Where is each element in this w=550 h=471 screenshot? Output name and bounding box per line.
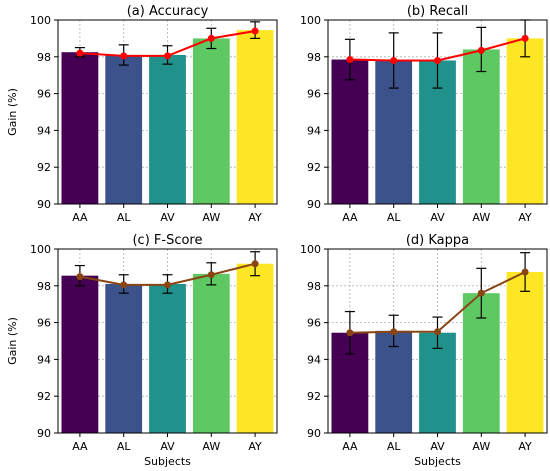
x-tick-label: AY [248, 211, 262, 224]
x-tick-label: AA [342, 211, 358, 224]
y-tick-label: 96 [37, 317, 51, 330]
y-tick-label: 96 [37, 88, 51, 101]
bar-ay [506, 272, 544, 433]
x-tick-label: AL [117, 211, 132, 224]
y-tick-label: 92 [37, 161, 51, 174]
chart-panel-4: 90 92 94 96 98 100 AA AL AV AW AY (d) Kappa Subjects [300, 233, 548, 468]
trend-point [477, 46, 485, 54]
chart-title: (d) Kappa [406, 233, 469, 248]
y-tick-label: 92 [307, 390, 321, 403]
chart-title: (c) F-Score [132, 233, 202, 248]
bar-aw [192, 273, 230, 433]
y-tick-label: 98 [307, 51, 321, 64]
trend-point [390, 56, 398, 64]
y-axis-label: Gain (%) [6, 317, 19, 365]
bar-al [105, 54, 143, 205]
bar-aa [61, 275, 99, 433]
bar-av [149, 283, 186, 433]
bar-al [375, 330, 413, 433]
x-tick-label: AV [160, 211, 175, 224]
trend-point [164, 52, 171, 60]
bar-aw [462, 49, 500, 204]
trend-point [120, 52, 128, 60]
x-tick-label: AA [342, 440, 358, 453]
y-tick-label: 92 [37, 390, 51, 403]
x-tick-label: AL [117, 440, 132, 453]
x-tick-label: AY [518, 440, 532, 453]
chart-title: (a) Accuracy [127, 4, 209, 19]
y-tick-label: 96 [307, 88, 321, 101]
y-tick-label: 98 [37, 51, 51, 64]
y-tick-label: 94 [37, 124, 51, 137]
trend-point [76, 49, 84, 57]
x-tick-label: AA [72, 440, 88, 453]
trend-point [346, 329, 354, 337]
trend-point [251, 27, 259, 35]
trend-point [76, 273, 84, 281]
trend-point [346, 56, 354, 64]
bar-aa [331, 59, 369, 205]
trend-point [521, 34, 529, 42]
x-tick-label: AV [160, 440, 175, 453]
x-tick-label: AL [387, 211, 402, 224]
bar-ay [236, 30, 274, 205]
x-tick-label: AY [518, 211, 532, 224]
y-tick-label: 90 [307, 427, 321, 440]
chart-panel-3: 90 92 94 96 98 100 AA AL AV AW AY (c) F-Score Gain (… [6, 233, 278, 468]
y-tick-label: 100 [30, 14, 51, 27]
y-tick-label: 98 [307, 280, 321, 293]
trend-point [434, 328, 441, 336]
y-tick-label: 100 [30, 243, 51, 256]
x-tick-label: AY [248, 440, 262, 453]
y-tick-label: 94 [307, 353, 321, 366]
y-tick-label: 98 [37, 280, 51, 293]
x-tick-label: AW [472, 440, 490, 453]
x-axis-label: Subjects [414, 455, 461, 468]
y-tick-label: 100 [300, 14, 321, 27]
x-axis-label: Subjects [144, 455, 191, 468]
bar-av [149, 54, 186, 205]
y-tick-label: 96 [307, 317, 321, 330]
trend-point [521, 268, 529, 276]
trend-point [434, 56, 441, 64]
bar-ay [506, 38, 544, 205]
trend-point [164, 281, 171, 289]
chart-title: (b) Recall [407, 4, 468, 19]
x-tick-label: AW [202, 440, 220, 453]
bar-al [105, 283, 143, 433]
chart-panel-2: 90 92 94 96 98 100 AA AL AV AW AY (b) Recall [300, 4, 548, 224]
trend-point [207, 34, 215, 42]
bar-aw [192, 38, 230, 205]
y-tick-label: 90 [307, 198, 321, 211]
trend-point [120, 281, 128, 289]
y-tick-label: 92 [307, 161, 321, 174]
x-tick-label: AV [430, 440, 445, 453]
x-tick-label: AV [430, 211, 445, 224]
chart-panel-1: 90 92 94 96 98 100 AA AL AV AW AY (a) Accuracy Gain … [6, 4, 278, 224]
y-tick-label: 100 [300, 243, 321, 256]
y-tick-label: 90 [37, 427, 51, 440]
bar-ay [236, 263, 274, 433]
y-axis-label: Gain (%) [6, 88, 19, 136]
x-tick-label: AA [72, 211, 88, 224]
bar-av [419, 332, 456, 433]
trend-point [390, 328, 398, 336]
trend-point [477, 289, 485, 297]
x-tick-label: AW [472, 211, 490, 224]
x-tick-label: AL [387, 440, 402, 453]
trend-point [251, 260, 259, 268]
y-tick-label: 90 [37, 198, 51, 211]
trend-point [207, 271, 215, 279]
y-tick-label: 94 [307, 124, 321, 137]
bar-aa [61, 52, 99, 205]
x-tick-label: AW [202, 211, 220, 224]
y-tick-label: 94 [37, 353, 51, 366]
